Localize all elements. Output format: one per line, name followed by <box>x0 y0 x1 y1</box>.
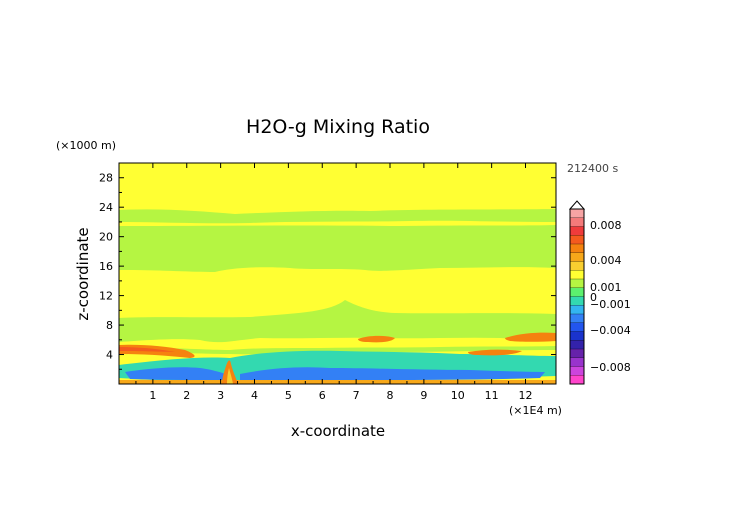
colorbar-swatch <box>570 226 584 236</box>
x-tick-label: 11 <box>485 389 499 402</box>
colorbar-swatch <box>570 261 584 271</box>
x-tick-label: 1 <box>149 389 156 402</box>
y-axis: 4 8 12 16 20 24 28 <box>99 172 556 370</box>
colorbar-swatch <box>570 296 584 306</box>
colorbar-frame <box>569 208 585 385</box>
colorbar-swatch <box>570 349 584 359</box>
colorbar-swatch <box>570 314 584 324</box>
field-orange-x7 <box>358 335 395 343</box>
colorbar-swatch <box>570 252 584 262</box>
colorbar-swatch <box>570 209 584 219</box>
x-tick-label: 8 <box>387 389 394 402</box>
colorbar-label: 0.001 <box>590 281 622 294</box>
colorbar-label: −0.008 <box>590 361 631 374</box>
colorbar-swatch <box>570 331 584 341</box>
colorbar-swatch <box>570 244 584 254</box>
colorbar-label: 0 <box>590 291 597 304</box>
colorbar-swatch <box>570 340 584 350</box>
colorbar-swatch <box>570 217 584 227</box>
x-tick-label: 7 <box>353 389 360 402</box>
colorbar <box>568 200 586 385</box>
colorbar-swatch <box>570 279 584 289</box>
plot-area <box>119 163 556 384</box>
y-tick-label: 16 <box>99 260 113 273</box>
field-blue-layer <box>125 367 230 380</box>
y-tick-label: 8 <box>106 319 113 332</box>
x-axis-title: x-coordinate <box>291 422 385 440</box>
colorbar-swatch <box>570 375 584 385</box>
field-blue-layer-2 <box>240 367 545 381</box>
x-tick-label: 2 <box>183 389 190 402</box>
x-tick-label: 5 <box>285 389 292 402</box>
colorbar-arrow <box>568 200 586 210</box>
field-band-middle <box>119 225 556 272</box>
x-tick-label: 4 <box>251 389 258 402</box>
colorbar-swatch <box>570 305 584 315</box>
colorbar-swatch <box>570 235 584 245</box>
y-unit-label: (×1000 m) <box>56 139 116 152</box>
colorbar-swatch <box>570 366 584 376</box>
y-tick-label: 12 <box>99 290 113 303</box>
field-surface-strip <box>119 380 556 384</box>
x-unit-label: (×1E4 m) <box>509 404 562 417</box>
colorbar-swatch <box>570 270 584 280</box>
colorbar-label: −0.001 <box>590 298 631 311</box>
field-plume-x3-core <box>227 368 233 384</box>
x-tick-label: 10 <box>451 389 465 402</box>
field-orange-left-edge <box>119 347 175 352</box>
colorbar-label: −0.004 <box>590 324 631 337</box>
y-axis-title: z-coordinate <box>74 227 92 320</box>
chart-title: H2O-g Mixing Ratio <box>246 116 430 138</box>
colorbar-swatch <box>570 322 584 332</box>
x-tick-label: 9 <box>420 389 427 402</box>
y-tick-label: 20 <box>99 231 113 244</box>
colorbar-label: 0.008 <box>590 219 622 232</box>
time-label: 212400 s <box>567 162 618 175</box>
field-band-upper <box>119 209 556 224</box>
plot-frame <box>118 162 557 385</box>
y-tick-label: 4 <box>106 349 113 362</box>
x-tick-label: 3 <box>217 389 224 402</box>
field-orange-x10 <box>468 349 522 356</box>
colorbar-swatch <box>570 357 584 367</box>
colorbar-swatch <box>570 287 584 297</box>
x-tick-label: 6 <box>319 389 326 402</box>
x-tick-label: 12 <box>519 389 533 402</box>
x-axis: 1 2 3 4 5 6 7 8 9 10 11 12 <box>135 163 543 402</box>
field-orange-x12 <box>505 332 556 342</box>
field-yellow-gap <box>119 337 556 350</box>
y-tick-label: 24 <box>99 201 113 214</box>
y-tick-label: 28 <box>99 172 113 185</box>
colorbar-label: 0.004 <box>590 254 622 267</box>
